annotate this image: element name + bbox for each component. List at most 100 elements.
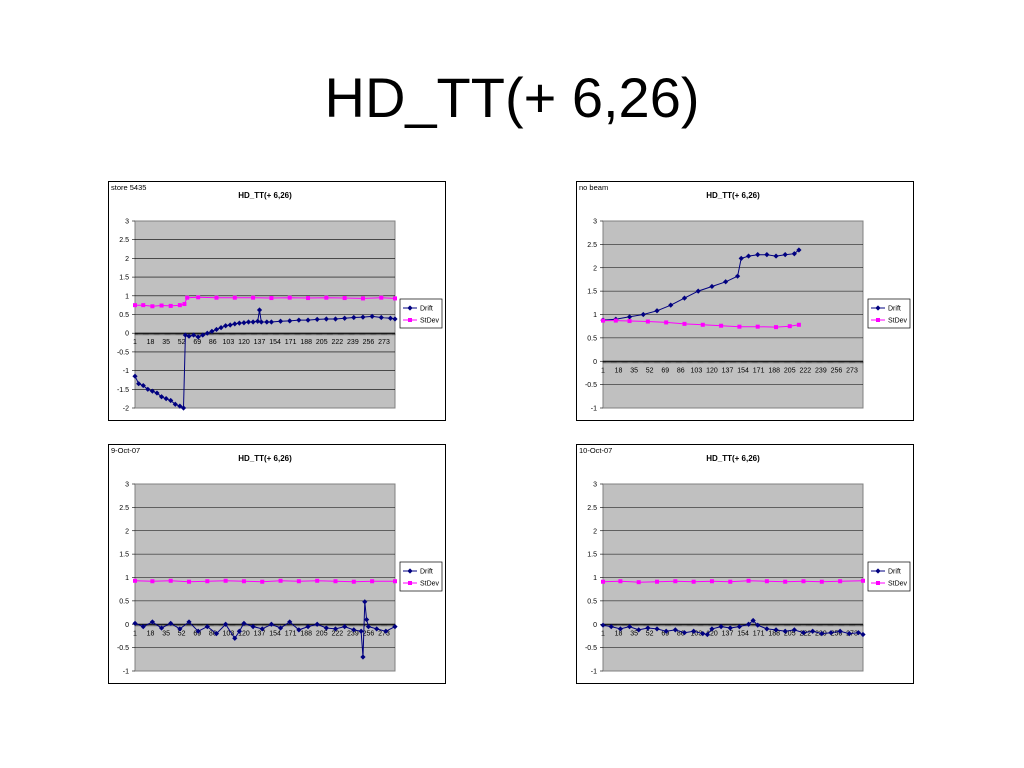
chart-title: HD_TT(+ 6,26) — [238, 191, 292, 200]
x-tick-label: 137 — [722, 630, 734, 637]
x-tick-label: 171 — [753, 630, 765, 637]
stdev-point — [168, 303, 173, 308]
x-tick-label: 103 — [223, 630, 235, 637]
y-tick-label: 0 — [125, 622, 129, 629]
x-tick-label: 256 — [363, 630, 375, 637]
x-tick-label: 18 — [147, 630, 155, 637]
x-tick-label: 137 — [254, 630, 266, 637]
stdev-point — [324, 295, 329, 300]
stdev-point — [613, 318, 618, 323]
drift-point — [168, 620, 174, 626]
drift-point — [268, 621, 275, 627]
drift-point — [190, 332, 197, 338]
drift-point — [810, 628, 816, 634]
stdev-point — [627, 319, 632, 324]
stdev-point — [187, 579, 192, 584]
stdev-point — [223, 578, 228, 583]
stdev-point — [306, 296, 311, 301]
series-line-drift — [134, 601, 396, 658]
x-tick-label: 69 — [193, 339, 201, 346]
y-tick-label: 2 — [593, 265, 597, 272]
drift-point — [177, 626, 183, 632]
drift-point — [378, 314, 384, 321]
stdev-point — [150, 579, 155, 584]
x-tick-label: 52 — [178, 630, 186, 637]
x-tick-label: 35 — [630, 367, 638, 374]
x-tick-label: 273 — [378, 339, 390, 346]
y-tick-label: 0.5 — [119, 312, 129, 319]
stdev-point — [141, 303, 146, 308]
legend-box — [867, 298, 911, 329]
y-tick-label: 0 — [593, 622, 597, 629]
stdev-point — [351, 579, 356, 584]
x-tick-label: 120 — [238, 630, 250, 637]
y-tick-label: 2.5 — [587, 505, 597, 512]
x-tick-label: 154 — [737, 367, 749, 374]
slide-title: HD_TT(+ 6,26) — [324, 66, 700, 129]
x-tick-label: 69 — [193, 630, 201, 637]
drift-point — [236, 628, 242, 634]
x-tick-label: 205 — [316, 630, 328, 637]
x-tick-label: 86 — [677, 630, 685, 637]
x-tick-label: 171 — [285, 630, 297, 637]
y-tick-label: 0.5 — [587, 598, 597, 605]
stdev-point — [728, 579, 733, 584]
stdev-point — [393, 296, 397, 301]
stdev-point — [168, 578, 173, 583]
legend-label: StDev — [888, 318, 908, 325]
stdev-point — [296, 579, 301, 584]
stdev-point — [691, 579, 696, 584]
chart-note: 9-Oct-07 — [111, 446, 140, 455]
drift-point — [136, 381, 142, 387]
stdev-point — [287, 295, 292, 300]
x-tick-label: 120 — [706, 367, 718, 374]
stdev-point — [601, 579, 605, 584]
x-tick-label: 1 — [133, 339, 137, 346]
y-tick-label: 0 — [125, 331, 129, 338]
x-tick-label: 256 — [831, 630, 843, 637]
y-tick-label: -0.5 — [117, 645, 129, 652]
stdev-point — [645, 319, 650, 324]
x-tick-label: 103 — [691, 630, 703, 637]
x-tick-label: 239 — [815, 367, 827, 374]
drift-point — [200, 332, 206, 338]
legend-marker — [876, 581, 880, 585]
stdev-point — [618, 579, 623, 584]
stdev-point — [315, 578, 320, 583]
drift-point — [195, 334, 201, 340]
x-tick-label: 222 — [331, 630, 343, 637]
y-tick-label: -1 — [123, 669, 129, 676]
x-tick-label: 35 — [630, 630, 638, 637]
y-tick-label: 0.5 — [119, 598, 129, 605]
stdev-point — [819, 579, 824, 584]
x-tick-label: 86 — [677, 367, 685, 374]
x-tick-label: 120 — [706, 630, 718, 637]
drift-point — [241, 620, 247, 626]
stdev-point — [150, 304, 155, 309]
y-tick-label: -1 — [123, 368, 129, 375]
x-tick-label: 171 — [753, 367, 765, 374]
x-tick-label: 18 — [147, 339, 155, 346]
drift-point — [681, 295, 688, 301]
y-tick-label: 2 — [593, 528, 597, 535]
y-tick-label: 2.5 — [119, 505, 129, 512]
drift-point — [342, 623, 348, 630]
stdev-point — [182, 302, 187, 307]
x-tick-label: 86 — [209, 339, 217, 346]
x-tick-label: 103 — [223, 339, 235, 346]
stdev-point — [260, 579, 265, 584]
stdev-point — [601, 318, 605, 323]
chart-note: store 5435 — [111, 183, 146, 192]
stdev-point — [636, 580, 641, 585]
x-tick-label: 188 — [300, 339, 312, 346]
stdev-point — [861, 578, 865, 583]
legend-label: StDev — [420, 581, 440, 588]
y-tick-label: 3 — [125, 482, 129, 489]
stdev-point — [196, 295, 201, 300]
drift-point — [227, 322, 233, 328]
legend-marker — [408, 581, 412, 585]
y-tick-label: 1 — [125, 293, 129, 300]
drift-point — [369, 313, 375, 319]
y-tick-label: 3 — [593, 482, 597, 489]
x-tick-label: 137 — [722, 367, 734, 374]
